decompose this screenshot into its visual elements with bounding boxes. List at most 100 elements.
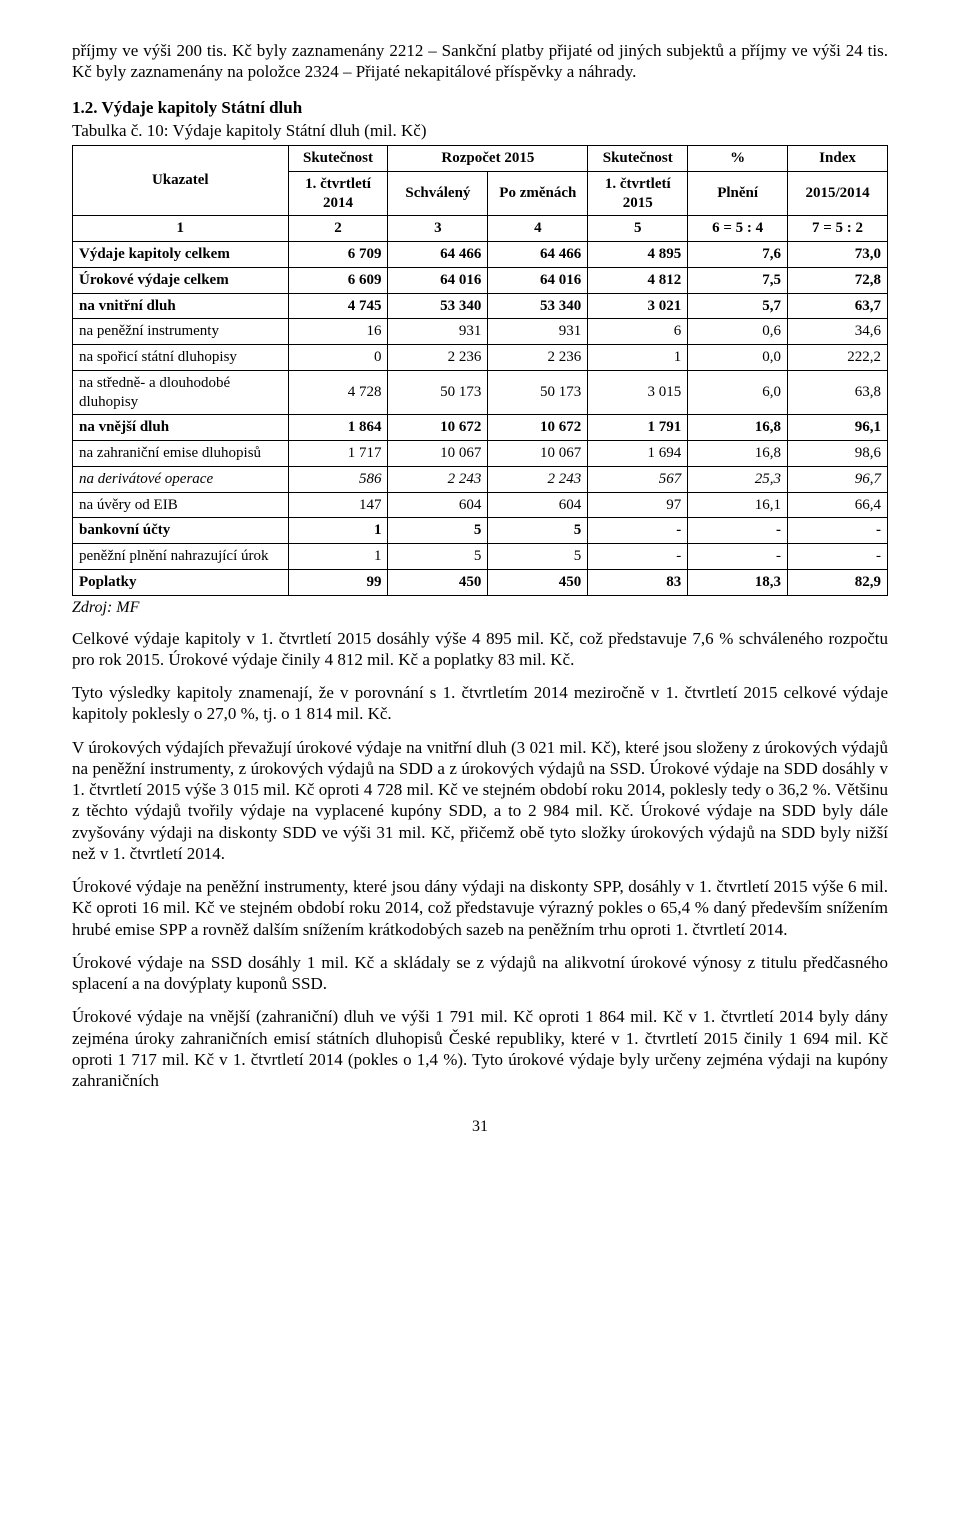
row-value: 1 864 — [288, 415, 388, 441]
row-value: 3 015 — [588, 370, 688, 415]
row-value: 1 694 — [588, 441, 688, 467]
th-rozpocet: Rozpočet 2015 — [388, 146, 588, 172]
row-value: 53 340 — [388, 293, 488, 319]
row-label: na spořicí státní dluhopisy — [73, 345, 289, 371]
row-value: 16,1 — [688, 492, 788, 518]
table-row: na středně- a dlouhodobé dluhopisy4 7285… — [73, 370, 888, 415]
row-value: 5 — [488, 544, 588, 570]
th-col-5: 5 — [588, 216, 688, 242]
th-col-2: 2 — [288, 216, 388, 242]
row-value: 16,8 — [688, 415, 788, 441]
row-value: 25,3 — [688, 466, 788, 492]
row-label: na středně- a dlouhodobé dluhopisy — [73, 370, 289, 415]
row-value: 5 — [488, 518, 588, 544]
row-value: 5 — [388, 544, 488, 570]
row-value: 66,4 — [788, 492, 888, 518]
row-value: 931 — [388, 319, 488, 345]
row-value: 586 — [288, 466, 388, 492]
row-label: Úrokové výdaje celkem — [73, 267, 289, 293]
row-value: 2 236 — [388, 345, 488, 371]
row-value: 64 466 — [488, 242, 588, 268]
row-value: 604 — [488, 492, 588, 518]
row-value: 6 609 — [288, 267, 388, 293]
row-label: bankovní účty — [73, 518, 289, 544]
row-label: Poplatky — [73, 569, 289, 595]
row-value: 450 — [488, 569, 588, 595]
table-body: Výdaje kapitoly celkem6 70964 46664 4664… — [73, 242, 888, 596]
row-value: 63,8 — [788, 370, 888, 415]
table-row: na vnitřní dluh4 74553 34053 3403 0215,7… — [73, 293, 888, 319]
row-value: 64 016 — [388, 267, 488, 293]
row-value: 10 067 — [488, 441, 588, 467]
row-value: 450 — [388, 569, 488, 595]
table-row: Výdaje kapitoly celkem6 70964 46664 4664… — [73, 242, 888, 268]
row-value: 10 672 — [488, 415, 588, 441]
row-value: 10 672 — [388, 415, 488, 441]
row-value: 64 016 — [488, 267, 588, 293]
table-row: bankovní účty155--- — [73, 518, 888, 544]
row-label: na úvěry od EIB — [73, 492, 289, 518]
row-value: 6 709 — [288, 242, 388, 268]
th-skutecnost-2: Skutečnost — [588, 146, 688, 172]
row-value: - — [588, 544, 688, 570]
expenditure-table: Ukazatel Skutečnost Rozpočet 2015 Skuteč… — [72, 145, 888, 596]
th-2015-2014: 2015/2014 — [788, 171, 888, 216]
row-value: 7,6 — [688, 242, 788, 268]
row-value: 72,8 — [788, 267, 888, 293]
row-value: 0,0 — [688, 345, 788, 371]
table-source: Zdroj: MF — [72, 598, 888, 618]
row-value: 2 243 — [388, 466, 488, 492]
row-value: 7,5 — [688, 267, 788, 293]
row-value: - — [688, 544, 788, 570]
row-value: 0,6 — [688, 319, 788, 345]
row-value: 96,7 — [788, 466, 888, 492]
row-value: 98,6 — [788, 441, 888, 467]
th-skutecnost-1: Skutečnost — [288, 146, 388, 172]
row-value: 3 021 — [588, 293, 688, 319]
row-value: 34,6 — [788, 319, 888, 345]
section-heading: 1.2. Výdaje kapitoly Státní dluh — [72, 97, 888, 118]
row-value: 97 — [588, 492, 688, 518]
row-label: na vnitřní dluh — [73, 293, 289, 319]
row-label: na peněžní instrumenty — [73, 319, 289, 345]
row-value: 0 — [288, 345, 388, 371]
paragraph-3: V úrokových výdajích převažují úrokové v… — [72, 737, 888, 865]
row-value: 4 745 — [288, 293, 388, 319]
row-label: peněžní plnění nahrazující úrok — [73, 544, 289, 570]
row-value: 931 — [488, 319, 588, 345]
row-value: - — [788, 518, 888, 544]
row-value: 83 — [588, 569, 688, 595]
row-value: 5 — [388, 518, 488, 544]
table-row: na úvěry od EIB1476046049716,166,4 — [73, 492, 888, 518]
th-col-3: 3 — [388, 216, 488, 242]
paragraph-4: Úrokové výdaje na peněžní instrumenty, k… — [72, 876, 888, 940]
row-value: 50 173 — [388, 370, 488, 415]
row-value: 16 — [288, 319, 388, 345]
th-ukazatel: Ukazatel — [73, 146, 289, 216]
row-value: 6,0 — [688, 370, 788, 415]
row-value: 222,2 — [788, 345, 888, 371]
paragraph-5: Úrokové výdaje na SSD dosáhly 1 mil. Kč … — [72, 952, 888, 995]
row-value: 2 243 — [488, 466, 588, 492]
row-value: - — [688, 518, 788, 544]
th-col-6: 6 = 5 : 4 — [688, 216, 788, 242]
row-label: na vnější dluh — [73, 415, 289, 441]
th-index: Index — [788, 146, 888, 172]
row-value: 73,0 — [788, 242, 888, 268]
paragraph-2: Tyto výsledky kapitoly znamenají, že v p… — [72, 682, 888, 725]
intro-paragraph: příjmy ve výši 200 tis. Kč byly zaznamen… — [72, 40, 888, 83]
row-value: 5,7 — [688, 293, 788, 319]
row-value: 1 717 — [288, 441, 388, 467]
table-caption: Tabulka č. 10: Výdaje kapitoly Státní dl… — [72, 120, 888, 141]
row-value: 99 — [288, 569, 388, 595]
row-value: 147 — [288, 492, 388, 518]
row-value: 16,8 — [688, 441, 788, 467]
paragraph-1: Celkové výdaje kapitoly v 1. čtvrtletí 2… — [72, 628, 888, 671]
row-value: 64 466 — [388, 242, 488, 268]
page-number: 31 — [72, 1117, 888, 1137]
paragraph-6: Úrokové výdaje na vnější (zahraniční) dl… — [72, 1006, 888, 1091]
th-col-7: 7 = 5 : 2 — [788, 216, 888, 242]
row-value: 604 — [388, 492, 488, 518]
row-value: 82,9 — [788, 569, 888, 595]
table-row: na derivátové operace5862 2432 24356725,… — [73, 466, 888, 492]
